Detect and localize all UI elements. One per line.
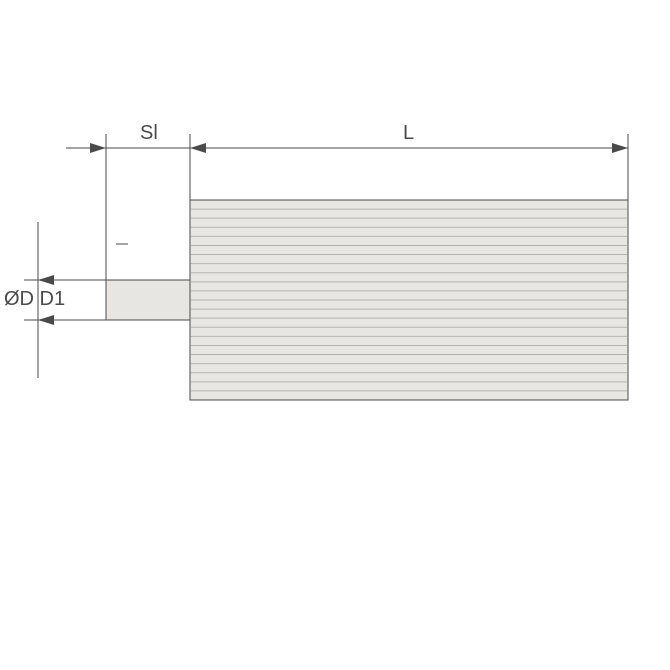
body-length-label: L [403,122,414,145]
drawing-svg [0,0,670,670]
shaft-length-label: Sl [140,122,158,145]
diameter-label: ØD D1 [4,288,65,311]
diagram-canvas: ØD D1 Sl L [0,0,670,670]
